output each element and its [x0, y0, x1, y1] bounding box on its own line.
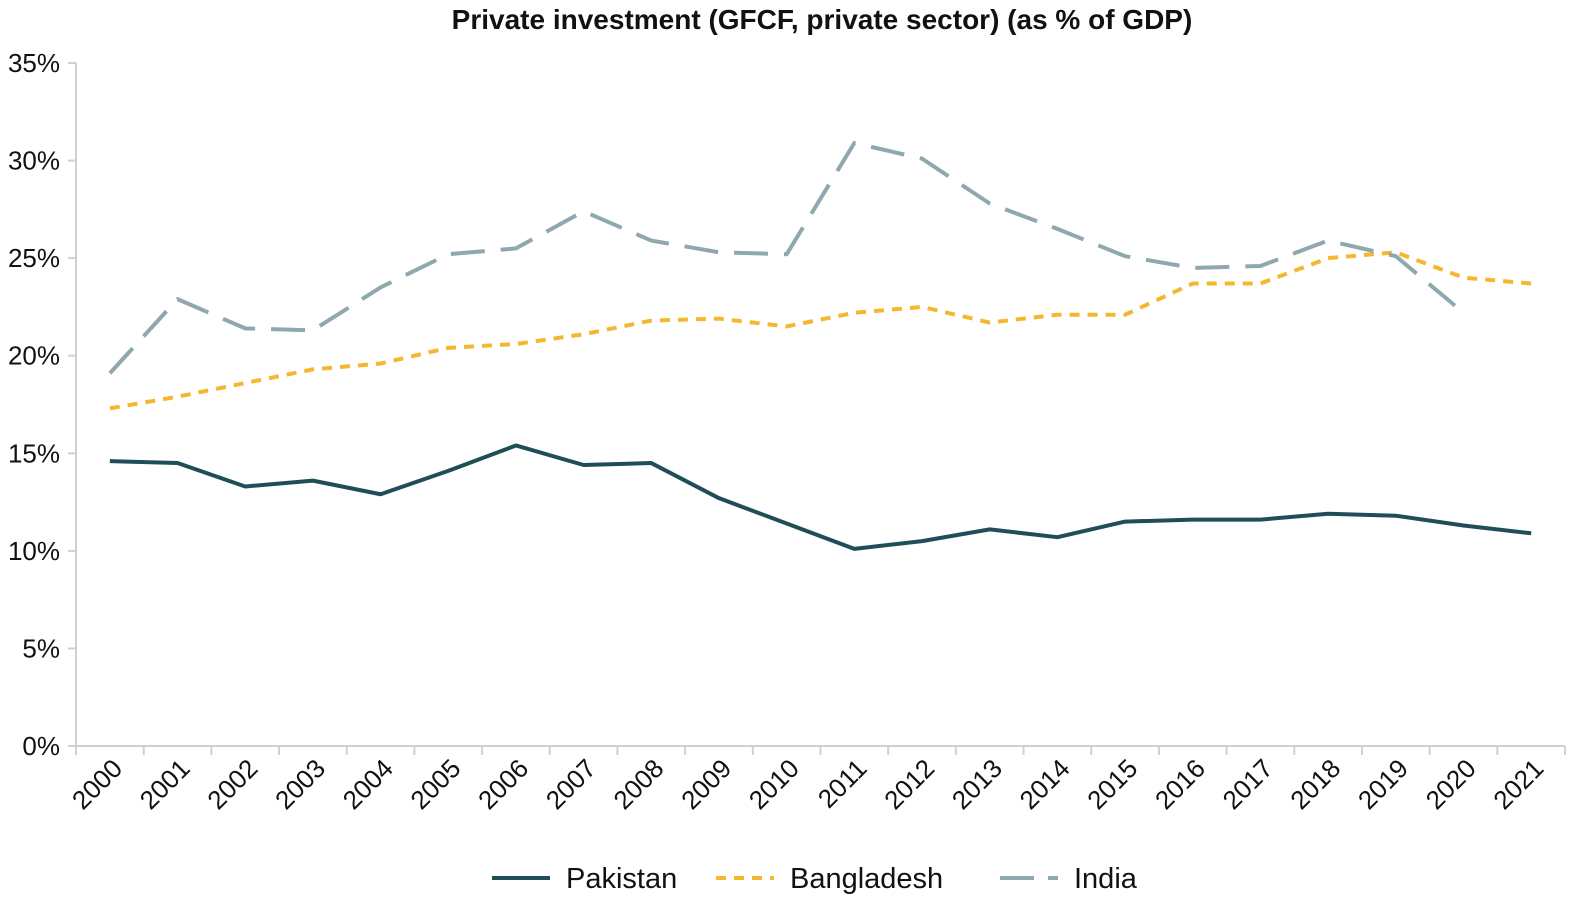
series-line-india: [108, 141, 1465, 375]
x-tick-label: 2003: [269, 753, 331, 815]
legend: Pakistan Bangladesh India: [492, 863, 1138, 895]
legend-label-pakistan: Pakistan: [566, 863, 677, 895]
y-tick-label: 25%: [8, 243, 60, 273]
y-tick-label: 10%: [8, 536, 60, 566]
x-tick-label: 2016: [1149, 753, 1211, 815]
y-tick-label: 15%: [8, 438, 60, 468]
x-tick-label: 2002: [201, 753, 263, 815]
y-tick-label: 0%: [22, 731, 60, 761]
x-tick-label: 2010: [743, 753, 805, 815]
x-tick-label: 2019: [1352, 753, 1414, 815]
x-tick-label: 2017: [1217, 753, 1279, 815]
x-tick-label: 2001: [134, 753, 196, 815]
chart-title: Private investment (GFCF, private sector…: [452, 4, 1193, 35]
series-line-pakistan: [109, 443, 1532, 551]
axes: 0%5%10%15%20%25%30%35%2000 2001 2002 2003 20…: [8, 48, 1566, 815]
x-tick-label: 2013: [946, 753, 1008, 815]
x-tick-label: 2012: [878, 753, 940, 815]
legend-label-india: India: [1074, 863, 1138, 895]
x-tick-label: 2000: [66, 753, 128, 815]
x-tick-label: 2005: [404, 753, 466, 815]
y-tick-label: 20%: [8, 341, 60, 371]
y-tick-label: 5%: [22, 633, 60, 663]
x-tick-label: 2007: [540, 753, 602, 815]
x-tick-label: 2021: [1487, 753, 1549, 815]
series-lines: [108, 141, 1532, 551]
y-tick-label: 30%: [8, 146, 60, 176]
x-tick-label: 2006: [472, 753, 534, 815]
y-tick-label: 35%: [8, 48, 60, 78]
x-tick-label: 2014: [1014, 753, 1076, 815]
x-tick-label: 2009: [675, 753, 737, 815]
x-tick-label: 2015: [1081, 753, 1143, 815]
x-tick-label: 2004: [337, 753, 399, 815]
x-tick-label: 2011: [812, 753, 873, 814]
x-tick-label: 2020: [1420, 753, 1482, 815]
series-line-bangladesh: [109, 250, 1532, 411]
legend-label-bangladesh: Bangladesh: [790, 863, 943, 895]
x-tick-label: 2008: [607, 753, 669, 815]
x-tick-label: 2018: [1284, 753, 1346, 815]
